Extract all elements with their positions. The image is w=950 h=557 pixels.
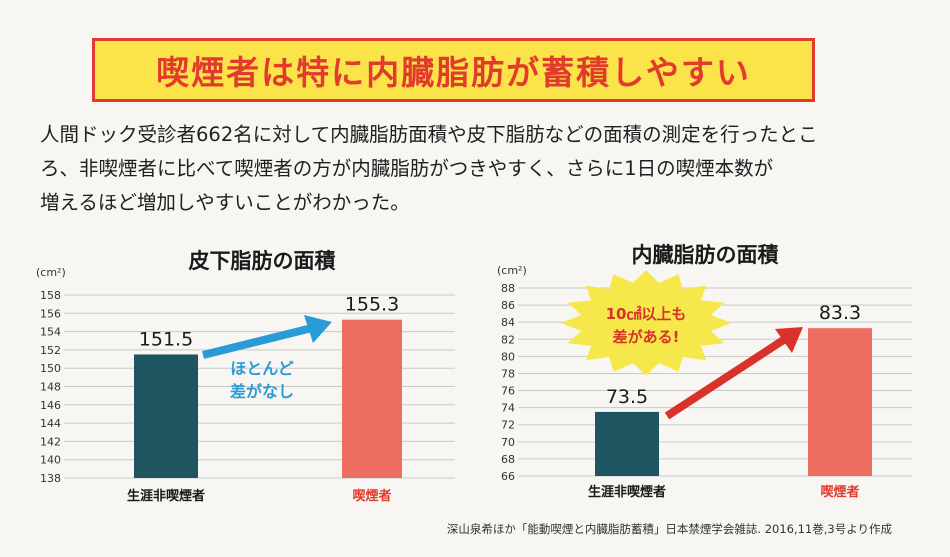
subcutaneous-y-tick-label: 144 <box>40 417 61 430</box>
visceral-y-tick-label: 80 <box>501 350 515 363</box>
visceral-callout-burst <box>561 270 731 376</box>
subcutaneous-bar-nonsmoker <box>134 354 198 478</box>
visceral-y-tick-label: 74 <box>501 402 515 415</box>
visceral-value-label: 83.3 <box>819 302 861 324</box>
visceral-chart-title: 内臓脂肪の面積 <box>632 243 780 267</box>
subcutaneous-annotation-line-1: ほとんど <box>230 359 294 378</box>
visceral-annotation-line-2: 差がある! <box>613 328 680 346</box>
visceral-y-tick-label: 78 <box>501 367 515 380</box>
visceral-y-tick-label: 76 <box>501 385 515 398</box>
visceral-y-tick-label: 82 <box>501 333 515 346</box>
subcutaneous-y-tick-label: 146 <box>40 399 61 412</box>
subcutaneous-annotation-line-2: 差がなし <box>230 382 294 401</box>
visceral-bar-smoker <box>808 328 872 476</box>
subcutaneous-trend-arrow-shaft <box>202 324 313 359</box>
subcutaneous-category-label: 喫煙者 <box>352 488 391 504</box>
visceral-value-label: 73.5 <box>606 386 648 408</box>
visceral-annotation-line-1: 10㎠以上も <box>606 305 687 323</box>
visceral-trend-arrow-shaft <box>664 335 788 420</box>
subcutaneous-y-tick-label: 140 <box>40 454 61 467</box>
subcutaneous-y-tick-label: 156 <box>40 307 61 320</box>
headline: 喫煙者は特に内臓脂肪が蓄積しやすい <box>156 53 751 92</box>
visceral-y-tick-label: 72 <box>501 419 515 432</box>
subcutaneous-category-label: 生涯非喫煙者 <box>127 488 205 504</box>
subcutaneous-bar-smoker <box>342 319 402 478</box>
subcutaneous-chart-title: 皮下脂肪の面積 <box>189 249 337 273</box>
visceral-trend-arrowhead <box>775 327 803 353</box>
visceral-y-tick-label: 84 <box>501 316 515 329</box>
subcutaneous-unit-label: (cm²) <box>36 266 66 279</box>
visceral-y-tick-label: 70 <box>501 436 515 449</box>
intro-line-2: ろ、非喫煙者に比べて喫煙者の方が内臓脂肪がつきやすく、さらに1日の喫煙本数が <box>40 157 774 180</box>
subcutaneous-y-tick-label: 148 <box>40 381 61 394</box>
visceral-unit-label: (cm²) <box>497 264 527 277</box>
visceral-y-tick-label: 86 <box>501 299 515 312</box>
headline-box: 喫煙者は特に内臓脂肪が蓄積しやすい <box>92 38 815 102</box>
visceral-category-label: 喫煙者 <box>820 484 859 500</box>
intro-paragraph: 人間ドック受診者662名に対して内臓脂肪面積や皮下脂肪などの面積の測定を行ったと… <box>40 118 910 220</box>
subcutaneous-y-tick-label: 152 <box>40 344 61 357</box>
visceral-category-label: 生涯非喫煙者 <box>588 484 666 500</box>
subcutaneous-trend-arrowhead <box>304 315 332 343</box>
intro-line-3: 増えるほど増加しやすいことがわかった。 <box>40 191 410 214</box>
visceral-y-tick-label: 88 <box>501 282 515 295</box>
intro-line-1: 人間ドック受診者662名に対して内臓脂肪面積や皮下脂肪などの面積の測定を行ったと… <box>40 123 818 146</box>
subcutaneous-y-tick-label: 138 <box>40 472 61 485</box>
source-citation: 深山泉希ほか「能動喫煙と内臓脂肪蓄積」日本禁煙学会雑誌. 2016,11巻,3号… <box>446 522 892 536</box>
visceral-y-tick-label: 66 <box>501 470 515 483</box>
subcutaneous-y-tick-label: 150 <box>40 362 61 375</box>
subcutaneous-value-label: 151.5 <box>139 328 193 350</box>
subcutaneous-y-tick-label: 158 <box>40 289 61 302</box>
subcutaneous-value-label: 155.3 <box>345 294 399 316</box>
subcutaneous-y-tick-label: 154 <box>40 326 61 339</box>
visceral-y-tick-label: 68 <box>501 453 515 466</box>
visceral-bar-nonsmoker <box>595 411 659 476</box>
subcutaneous-y-tick-label: 142 <box>40 435 61 448</box>
